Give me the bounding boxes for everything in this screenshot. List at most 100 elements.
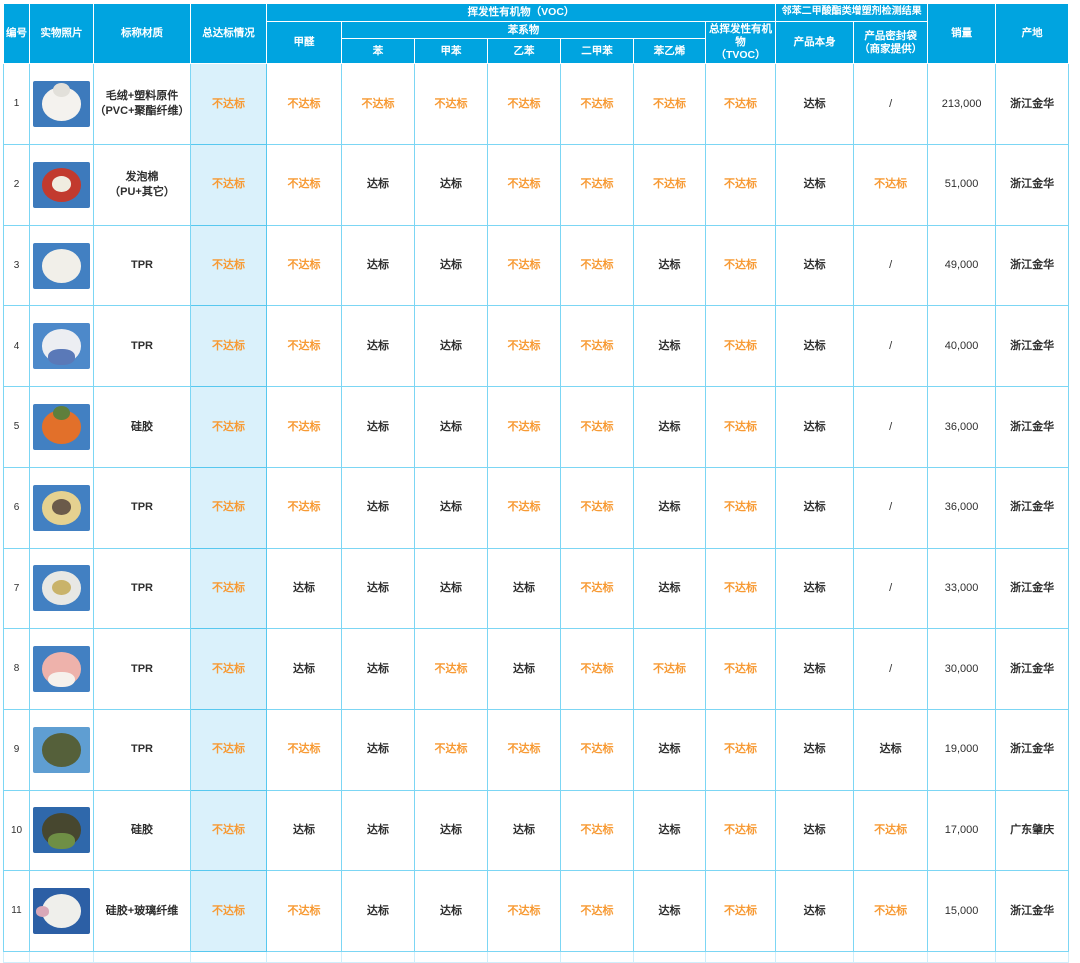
cell-photo [29, 547, 94, 630]
cell-photo [29, 63, 94, 146]
cell-tvoc: 不达标 [704, 466, 777, 549]
col-header-xylene: 二甲苯 [560, 38, 634, 65]
toy-accent [52, 83, 71, 97]
cell-material: TPR [93, 547, 191, 630]
empty-cell [927, 950, 997, 963]
cell-id: 3 [3, 224, 30, 307]
table-row: 7 TPR 不达标 达标 达标 达标 达标 不达标 达标 不达标 达标 / 33… [3, 547, 1070, 630]
cell-id: 8 [3, 628, 30, 710]
cell-origin: 浙江金华 [995, 547, 1070, 630]
cell-styrene: 达标 [633, 708, 706, 791]
empty-cell [190, 950, 267, 963]
toy-accent [47, 349, 76, 365]
orange-fruit-toy-photo [33, 403, 90, 450]
empty-cell [487, 950, 561, 963]
cell-toluene: 不达标 [414, 708, 488, 791]
cell-product-itself: 达标 [775, 547, 855, 630]
cell-material: TPR [93, 628, 191, 710]
cell-origin: 广东肇庆 [995, 789, 1070, 872]
cell-overall-status: 不达标 [190, 305, 267, 388]
cell-benzene: 达标 [341, 547, 415, 630]
yellow-capybara-toy-photo [33, 484, 90, 531]
cell-tvoc: 不达标 [704, 144, 777, 226]
cell-sales: 19,000 [927, 708, 997, 791]
cell-xylene: 不达标 [560, 547, 634, 630]
cell-toluene: 达标 [414, 789, 488, 872]
col-header-styrene: 苯乙烯 [633, 38, 706, 65]
cell-sealed-bag: / [853, 547, 929, 630]
cell-id: 10 [3, 789, 30, 872]
cell-overall-status: 不达标 [190, 144, 267, 226]
toy-accent [36, 906, 49, 917]
cell-sales: 17,000 [927, 789, 997, 872]
cell-styrene: 不达标 [633, 144, 706, 226]
col-header-toluene: 甲苯 [414, 38, 488, 65]
col-header-sales: 销量 [927, 2, 997, 65]
cell-overall-status: 不达标 [190, 789, 267, 872]
cell-styrene: 达标 [633, 789, 706, 872]
col-header-overall: 总达标情况 [190, 2, 267, 65]
group-header-phthalate: 邻苯二甲酸酯类增塑剂检测结果 [775, 3, 929, 22]
cell-material: 硅胶 [93, 789, 191, 872]
toy-shape [41, 248, 82, 283]
cell-sales: 30,000 [927, 628, 997, 710]
cell-id: 6 [3, 466, 30, 549]
cell-sealed-bag: / [853, 305, 929, 388]
cell-formaldehyde: 不达标 [266, 708, 342, 791]
cell-formaldehyde: 不达标 [266, 466, 342, 549]
cell-product-itself: 达标 [775, 224, 855, 307]
col-header-photo: 实物照片 [29, 2, 94, 65]
empty-cell [995, 950, 1070, 963]
pink-cat-toy-photo [33, 646, 90, 693]
mossy-rock-toy-photo [33, 807, 90, 854]
cell-ethylbenzene: 不达标 [487, 63, 561, 146]
cell-origin: 浙江金华 [995, 708, 1070, 791]
cell-product-itself: 达标 [775, 708, 855, 791]
cell-styrene: 达标 [633, 870, 706, 952]
cell-photo [29, 224, 94, 307]
cell-material: 发泡棉 （PU+其它） [93, 144, 191, 226]
cell-photo [29, 789, 94, 872]
cell-sales: 40,000 [927, 305, 997, 388]
cell-ethylbenzene: 达标 [487, 547, 561, 630]
table-row: 6 TPR 不达标 不达标 达标 达标 不达标 不达标 达标 不达标 达标 / … [3, 466, 1070, 549]
cell-material: 硅胶+玻璃纤维 [93, 870, 191, 952]
empty-cell [3, 950, 30, 963]
cell-styrene: 达标 [633, 386, 706, 468]
empty-partial-row [3, 950, 1070, 963]
cell-toluene: 不达标 [414, 628, 488, 710]
blue-white-figure-toy-photo [33, 323, 90, 370]
cell-photo [29, 386, 94, 468]
cell-ethylbenzene: 不达标 [487, 305, 561, 388]
cell-photo [29, 144, 94, 226]
red-foam-food-package-photo [33, 161, 90, 208]
cell-material: 毛绒+塑料原件 （PVC+聚酯纤维） [93, 63, 191, 146]
col-header-sealed-bag: 产品密封袋 （商家提供） [853, 20, 929, 65]
cell-toluene: 达标 [414, 144, 488, 226]
cell-overall-status: 不达标 [190, 466, 267, 549]
cell-tvoc: 不达标 [704, 708, 777, 791]
empty-cell [29, 950, 94, 963]
cell-formaldehyde: 不达标 [266, 63, 342, 146]
cell-product-itself: 达标 [775, 870, 855, 952]
cell-origin: 浙江金华 [995, 144, 1070, 226]
cell-benzene: 达标 [341, 466, 415, 549]
cell-photo [29, 305, 94, 388]
cell-origin: 浙江金华 [995, 63, 1070, 146]
cell-formaldehyde: 不达标 [266, 386, 342, 468]
empty-cell [704, 950, 777, 963]
col-header-origin: 产地 [995, 2, 1070, 65]
cell-styrene: 达标 [633, 466, 706, 549]
white-plush-dog-photo [33, 81, 90, 128]
cell-xylene: 不达标 [560, 870, 634, 952]
table-row: 10 硅胶 不达标 达标 达标 达标 达标 不达标 达标 不达标 达标 不达标 … [3, 789, 1070, 872]
cell-material: 硅胶 [93, 386, 191, 468]
cell-toluene: 不达标 [414, 63, 488, 146]
cell-benzene: 达标 [341, 224, 415, 307]
cell-sales: 213,000 [927, 63, 997, 146]
cell-xylene: 不达标 [560, 628, 634, 710]
cell-tvoc: 不达标 [704, 789, 777, 872]
cell-styrene: 达标 [633, 224, 706, 307]
cell-ethylbenzene: 不达标 [487, 870, 561, 952]
toy-accent [51, 579, 72, 596]
